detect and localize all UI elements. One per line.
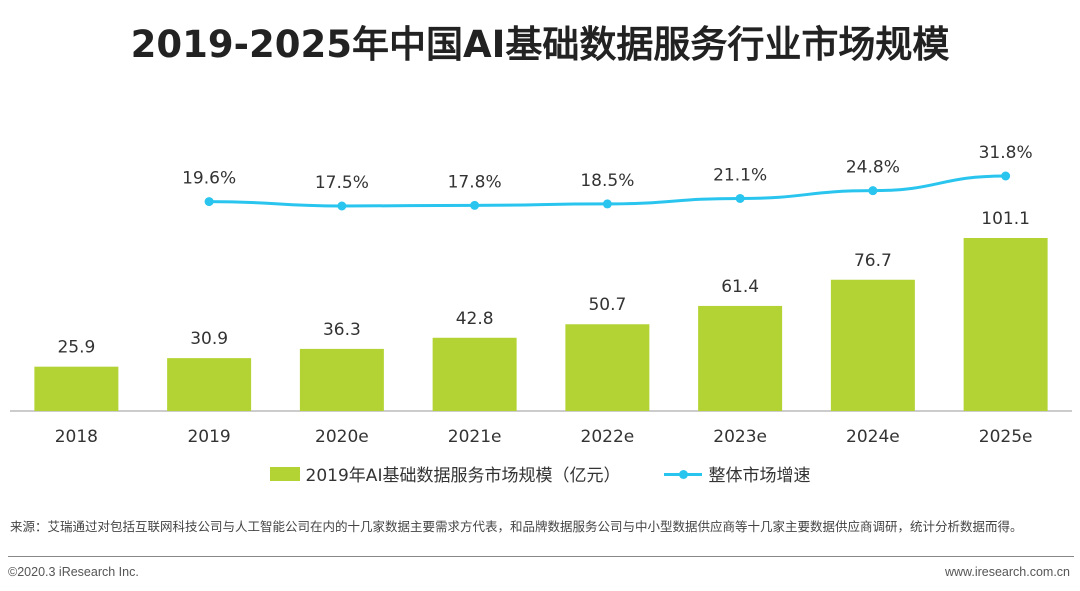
bar-2020e	[299, 348, 384, 411]
growth-label-2019: 19.6%	[182, 169, 236, 189]
chart-title: 2019-2025年中国AI基础数据服务行业市场规模	[130, 23, 950, 66]
x-tick-2022e: 2022e	[581, 427, 635, 447]
growth-point-2019	[204, 197, 214, 207]
source-note: 来源：艾瑞通过对包括互联网科技公司与人工智能公司在内的十几家数据主要需求方代表，…	[10, 519, 1023, 534]
x-tick-2025e: 2025e	[979, 427, 1033, 447]
growth-label-2025e: 31.8%	[979, 143, 1033, 163]
bar-2022e	[565, 324, 650, 411]
growth-point-2024e	[868, 186, 878, 196]
legend: 2019年AI基础数据服务市场规模（亿元） 整体市场增速	[0, 461, 1080, 486]
legend-line-label: 整体市场增速	[708, 466, 811, 486]
bar-2018	[34, 366, 119, 411]
growth-point-2020e	[337, 201, 347, 211]
bar-2025e	[963, 238, 1048, 411]
bar-label-2022e: 50.7	[588, 295, 626, 315]
growth-label-2021e: 17.8%	[448, 172, 502, 192]
bar-label-2025e: 101.1	[981, 209, 1030, 229]
x-tick-2019: 2019	[187, 427, 230, 447]
growth-point-2021e	[470, 200, 480, 210]
website-link[interactable]: www.iresearch.com.cn	[944, 565, 1070, 579]
growth-label-2024e: 24.8%	[846, 158, 900, 178]
x-tick-2018: 2018	[55, 427, 98, 447]
legend-line-swatch	[664, 467, 703, 481]
bar-label-2019: 30.9	[190, 329, 228, 349]
growth-label-2020e: 17.5%	[315, 173, 369, 193]
growth-label-2023e: 21.1%	[713, 165, 767, 185]
bar-2023e	[698, 305, 783, 411]
legend-bar-swatch	[269, 466, 300, 481]
x-tick-2023e: 2023e	[713, 427, 767, 447]
legend-item-line[interactable]: 整体市场增速	[664, 461, 810, 486]
growth-point-2023e	[735, 193, 745, 203]
combo-chart: 25.9 2018 30.9 2019 36.3 2020e 42.8 2021e 50.7 20…	[10, 143, 1072, 447]
bar-2021e	[432, 337, 517, 411]
footer-divider	[8, 556, 1074, 557]
bar-label-2023e: 61.4	[721, 277, 759, 297]
growth-point-2025e	[1001, 171, 1011, 181]
legend-item-bar[interactable]: 2019年AI基础数据服务市场规模（亿元）	[269, 461, 621, 486]
bar-label-2018: 25.9	[57, 338, 95, 358]
bar-label-2024e: 76.7	[854, 251, 892, 271]
x-tick-2024e: 2024e	[846, 427, 900, 447]
x-tick-2021e: 2021e	[448, 427, 502, 447]
bar-2019	[167, 358, 252, 411]
bar-label-2020e: 36.3	[323, 320, 361, 340]
bar-label-2021e: 42.8	[456, 309, 494, 329]
legend-bar-label: 2019年AI基础数据服务市场规模（亿元）	[305, 466, 621, 486]
growth-label-2022e: 18.5%	[580, 171, 634, 191]
x-tick-2020e: 2020e	[315, 427, 369, 447]
copyright: ©2020.3 iResearch Inc.	[8, 565, 139, 579]
bar-2024e	[830, 279, 915, 411]
growth-point-2022e	[602, 199, 612, 209]
